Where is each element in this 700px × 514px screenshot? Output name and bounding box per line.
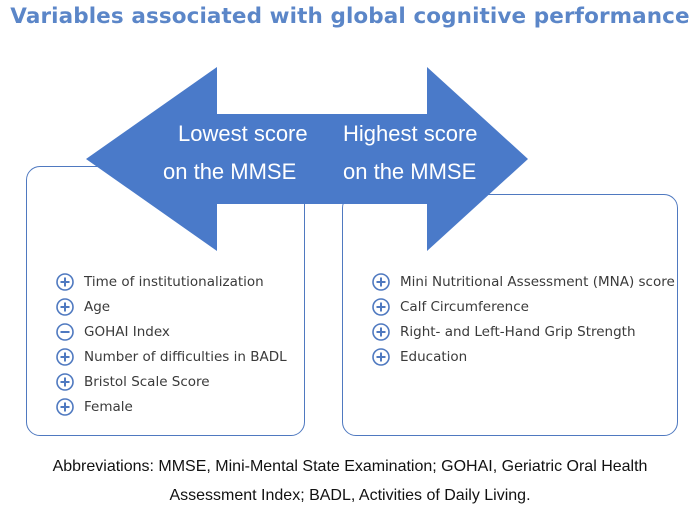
list-item-label: Bristol Scale Score bbox=[84, 373, 210, 390]
list-item-label: Number of difficulties in BADL bbox=[84, 348, 287, 365]
footnote-line1: Abbreviations: MMSE, Mini-Mental State E… bbox=[52, 458, 648, 475]
list-item: Calf Circumference bbox=[372, 294, 675, 319]
list-item-label: Female bbox=[84, 398, 133, 415]
diagram-title: Variables associated with global cogniti… bbox=[10, 4, 690, 29]
list-item-label: Right- and Left-Hand Grip Strength bbox=[400, 323, 636, 340]
right-arrow-label-line1: Highest score bbox=[343, 121, 478, 146]
list-item-label: Calf Circumference bbox=[400, 298, 529, 315]
plus-circle-icon bbox=[56, 347, 74, 366]
lowest-score-list: Time of institutionalization Age GOHAI Ind… bbox=[56, 269, 287, 419]
list-item-label: GOHAI Index bbox=[84, 323, 170, 340]
highest-score-panel bbox=[342, 194, 678, 436]
list-item-label: Age bbox=[84, 298, 111, 315]
left-arrow-label-line2: on the MMSE bbox=[163, 159, 297, 184]
list-item: GOHAI Index bbox=[56, 319, 287, 344]
list-item: Mini Nutritional Assessment (MNA) score bbox=[372, 269, 675, 294]
list-item: Age bbox=[56, 294, 287, 319]
footnote-line2: Assessment Index; BADL, Activities of Da… bbox=[169, 487, 531, 504]
list-item: Bristol Scale Score bbox=[56, 369, 287, 394]
plus-circle-icon bbox=[372, 297, 390, 316]
minus-circle-icon bbox=[56, 322, 74, 341]
plus-circle-icon bbox=[372, 272, 390, 291]
plus-circle-icon bbox=[56, 372, 74, 391]
plus-circle-icon bbox=[56, 297, 74, 316]
list-item-label: Education bbox=[400, 348, 468, 365]
highest-score-list: Mini Nutritional Assessment (MNA) score C… bbox=[372, 269, 675, 369]
list-item: Female bbox=[56, 394, 287, 419]
list-item-label: Mini Nutritional Assessment (MNA) score bbox=[400, 273, 675, 290]
plus-circle-icon bbox=[372, 322, 390, 341]
right-arrow-label-line2: on the MMSE bbox=[343, 159, 477, 184]
list-item: Time of institutionalization bbox=[56, 269, 287, 294]
plus-circle-icon bbox=[56, 397, 74, 416]
list-item-label: Time of institutionalization bbox=[84, 273, 264, 290]
left-arrow-label-line1: Lowest score bbox=[178, 121, 308, 146]
list-item: Number of difficulties in BADL bbox=[56, 344, 287, 369]
list-item: Education bbox=[372, 344, 675, 369]
plus-circle-icon bbox=[372, 347, 390, 366]
double-arrow-shape bbox=[86, 67, 528, 251]
plus-circle-icon bbox=[56, 272, 74, 291]
list-item: Right- and Left-Hand Grip Strength bbox=[372, 319, 675, 344]
